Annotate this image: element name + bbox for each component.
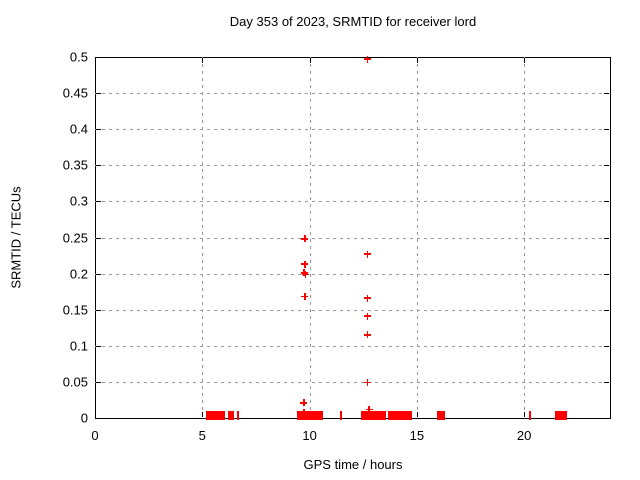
data-point-marker [364, 312, 372, 320]
grid-line-horizontal [95, 237, 610, 239]
x-tick-label: 20 [516, 428, 532, 443]
y-axis-tick [96, 93, 101, 95]
grid-line-horizontal [95, 381, 610, 383]
x-axis-tick [202, 412, 204, 417]
data-point-marker [364, 379, 372, 387]
x-axis-tick-top [202, 58, 204, 63]
y-tick-label: 0.3 [69, 193, 88, 209]
y-axis-tick-right [604, 165, 609, 167]
y-axis-tick-right [604, 201, 609, 203]
y-tick-label: 0.35 [62, 157, 88, 173]
grid-line-horizontal [95, 93, 610, 95]
y-axis-tick-right [604, 57, 609, 58]
y-tick-label: 0 [80, 410, 88, 426]
y-axis-tick [96, 129, 101, 131]
grid-line-horizontal [95, 165, 610, 167]
data-point-marker [364, 250, 372, 258]
x-tick-label: 0 [91, 428, 99, 443]
data-point-marker [301, 260, 309, 268]
data-point-marker [365, 405, 373, 413]
x-axis-tick-top [524, 58, 526, 63]
y-axis-tick-right [604, 418, 609, 419]
data-point-marker [364, 294, 372, 302]
data-cluster-zero [236, 411, 239, 420]
y-axis-tick [96, 57, 101, 58]
x-axis-tick-top [95, 58, 96, 63]
data-point-marker [364, 331, 372, 339]
x-axis-tick-top [309, 58, 311, 63]
data-cluster-zero [340, 411, 343, 420]
grid-line-vertical [202, 57, 204, 418]
y-axis-tick [96, 201, 101, 203]
x-axis-tick [524, 412, 526, 417]
grid-line-horizontal [95, 273, 610, 275]
y-tick-label: 0.45 [62, 85, 88, 101]
y-axis-tick [96, 381, 101, 383]
data-point-marker [301, 235, 309, 243]
x-axis-tick-top [416, 58, 418, 63]
data-cluster-zero [554, 411, 567, 420]
x-axis-tick [416, 412, 418, 417]
y-tick-label: 0.4 [69, 121, 88, 137]
x-axis-tick [95, 412, 96, 417]
data-cluster-zero [437, 411, 445, 420]
grid-line-horizontal [95, 201, 610, 203]
y-axis-tick [96, 273, 101, 275]
x-tick-label: 5 [198, 428, 206, 443]
data-cluster-zero [387, 411, 412, 420]
y-axis-tick [96, 345, 101, 347]
x-tick-label: 10 [302, 428, 317, 443]
data-point-marker [300, 399, 308, 407]
grid-line-horizontal [95, 309, 610, 311]
data-point-marker [364, 55, 372, 63]
grid-line-vertical [309, 57, 311, 418]
y-axis-tick [96, 237, 101, 239]
data-cluster-zero [528, 411, 531, 420]
y-axis-tick-right [604, 129, 609, 131]
y-tick-label: 0.15 [62, 302, 88, 318]
y-tick-label: 0.05 [62, 374, 88, 390]
data-cluster-zero [360, 411, 386, 420]
data-point-marker [300, 269, 308, 277]
y-tick-label: 0.5 [69, 49, 88, 65]
data-cluster-zero [205, 411, 226, 420]
grid-line-vertical [416, 57, 418, 418]
y-tick-label: 0.2 [69, 266, 88, 282]
y-axis-tick [96, 165, 101, 167]
y-axis-tick-right [604, 273, 609, 275]
chart-title: Day 353 of 2023, SRMTID for receiver lor… [229, 14, 477, 29]
y-axis-tick [96, 309, 101, 311]
x-tick-label: 15 [409, 428, 425, 443]
y-axis-tick-right [604, 93, 609, 95]
y-tick-label: 0.1 [69, 338, 88, 354]
y-axis-tick [96, 418, 101, 419]
x-axis-label: GPS time / hours [303, 457, 403, 472]
data-point-marker [301, 293, 309, 301]
y-axis-tick-right [604, 381, 609, 383]
y-axis-tick-right [604, 237, 609, 239]
y-tick-label: 0.25 [62, 230, 88, 245]
data-cluster-zero [228, 411, 235, 420]
y-axis-tick-right [604, 345, 609, 347]
grid-line-vertical [524, 57, 526, 418]
grid-line-horizontal [95, 345, 610, 347]
data-cluster-zero [296, 411, 323, 420]
grid-line-horizontal [95, 129, 610, 131]
y-axis-tick-right [604, 309, 609, 311]
data-point-marker [302, 270, 309, 278]
data-point-marker [300, 409, 308, 417]
y-axis-label: SRMTID / TECUs [8, 186, 24, 289]
